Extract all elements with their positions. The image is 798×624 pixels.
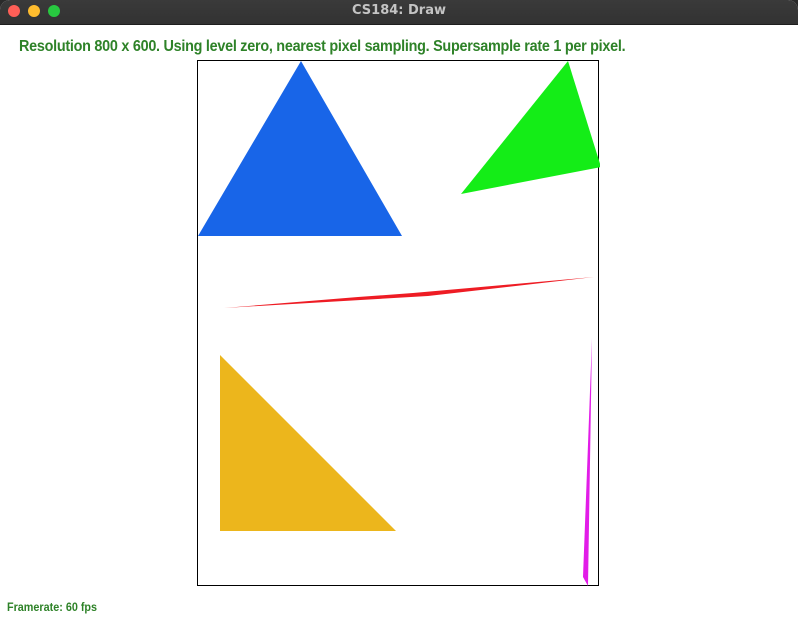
status-message: Resolution 800 x 600. Using level zero, … xyxy=(19,38,626,55)
window-title: CS184: Draw xyxy=(352,3,446,18)
blue-triangle xyxy=(198,61,402,236)
green-triangle xyxy=(461,61,600,194)
zoom-window-button[interactable] xyxy=(48,5,60,17)
minimize-window-button[interactable] xyxy=(28,5,40,17)
framerate-readout: Framerate: 60 fps xyxy=(7,600,98,614)
canvas-svg xyxy=(198,61,600,586)
title-bar: CS184: Draw xyxy=(0,0,798,25)
yellow-triangle xyxy=(220,355,396,531)
draw-canvas[interactable] xyxy=(197,60,600,586)
magenta-sliver xyxy=(583,338,592,586)
red-sliver xyxy=(224,277,594,308)
close-window-button[interactable] xyxy=(8,5,20,17)
